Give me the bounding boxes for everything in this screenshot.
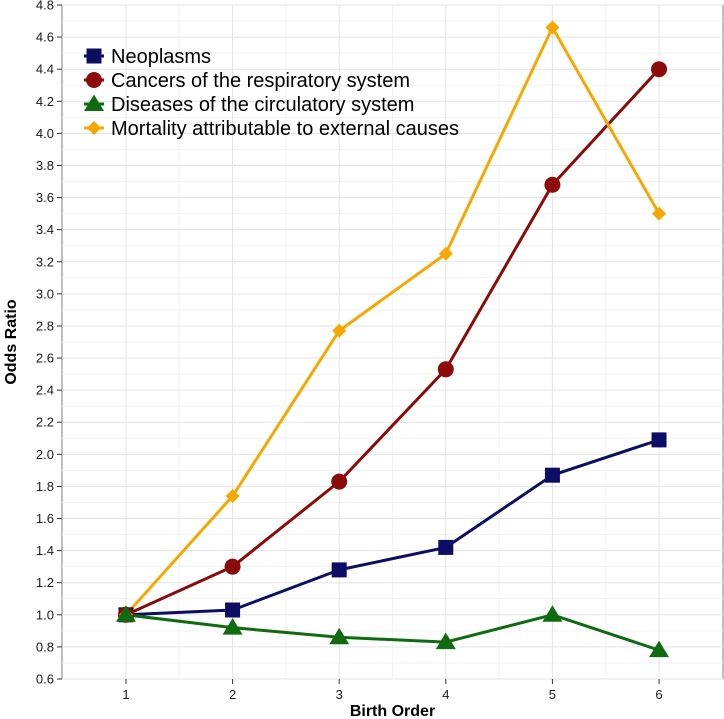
y-tick-label: 0.6 [36, 672, 54, 687]
y-tick-label: 2.2 [36, 415, 54, 430]
x-tick-label: 3 [336, 687, 343, 702]
data-point-circle [437, 361, 454, 378]
y-tick-label: 2.6 [36, 351, 54, 366]
y-axis-ticks: 0.6 0.8 1.0 1.2 1.4 1.6 1.8 2.0 2.2 2.4 2.6 2.8 3.0 3… [36, 0, 62, 687]
legend-label: Cancers of the respiratory system [111, 70, 410, 92]
x-tick-label: 2 [229, 687, 236, 702]
legend-key-diamond [87, 121, 101, 135]
x-tick-label: 6 [655, 687, 662, 702]
y-tick-label: 0.8 [36, 639, 54, 654]
legend-label: Mortality attributable to external cause… [111, 118, 459, 140]
data-point-triangle [435, 632, 456, 650]
data-point-square [544, 467, 560, 483]
y-tick-label: 2.8 [36, 318, 54, 333]
legend-label: Neoplasms [111, 46, 211, 68]
data-point-triangle [115, 605, 136, 622]
data-series [115, 20, 670, 658]
data-point-diamond [225, 489, 240, 504]
y-tick-label: 3.4 [36, 222, 54, 237]
x-axis-ticks: 1 2 3 4 5 6 [122, 679, 663, 702]
y-tick-label: 1.2 [36, 575, 54, 590]
data-point-triangle [649, 640, 670, 658]
data-point-circle [651, 61, 668, 78]
series-line-square [125, 438, 660, 617]
y-tick-label: 3.2 [36, 254, 54, 269]
y-tick-label: 1.0 [36, 607, 54, 622]
legend-key-square [86, 48, 102, 64]
y-tick-label: 4.8 [36, 0, 54, 13]
data-point-triangle [329, 627, 350, 645]
y-tick-label: 2.0 [36, 447, 54, 462]
y-tick-label: 4.4 [36, 62, 54, 77]
y-tick-label: 1.4 [36, 543, 54, 558]
grid-lines [62, 4, 723, 680]
y-axis-title: Odds Ratio [3, 299, 20, 385]
data-point-circle [224, 558, 241, 575]
legend-key-triangle [84, 94, 104, 111]
x-axis-title: Birth Order [350, 703, 435, 719]
series-markers [115, 20, 670, 658]
series-lines [124, 25, 661, 652]
x-tick-label: 4 [442, 687, 449, 702]
y-tick-label: 4.2 [36, 94, 54, 109]
data-point-diamond [545, 20, 560, 35]
data-point-diamond [438, 246, 453, 261]
y-tick-label: 3.0 [36, 286, 54, 301]
data-point-square [225, 602, 241, 618]
y-tick-label: 1.6 [36, 511, 54, 526]
x-tick-label: 5 [549, 687, 556, 702]
data-point-circle [544, 176, 561, 193]
legend-key-circle [86, 72, 102, 88]
series-line-diamond [124, 25, 661, 616]
data-point-square [651, 432, 667, 448]
data-point-square [331, 562, 347, 578]
y-tick-label: 4.6 [36, 30, 54, 45]
series-line-circle [125, 68, 661, 617]
data-point-triangle [222, 618, 243, 635]
legend-label: Diseases of the circulatory system [111, 94, 414, 116]
y-tick-label: 4.0 [36, 126, 54, 141]
series-line-triangle [125, 613, 660, 652]
data-point-circle [331, 473, 348, 490]
y-tick-label: 3.6 [36, 190, 54, 205]
data-point-triangle [542, 605, 563, 622]
y-tick-label: 3.8 [36, 158, 54, 173]
y-tick-label: 2.4 [36, 383, 54, 398]
y-tick-label: 1.8 [36, 479, 54, 494]
data-point-diamond [652, 206, 667, 221]
data-point-square [438, 539, 454, 555]
x-tick-label: 1 [122, 687, 129, 702]
data-point-diamond [332, 323, 347, 338]
